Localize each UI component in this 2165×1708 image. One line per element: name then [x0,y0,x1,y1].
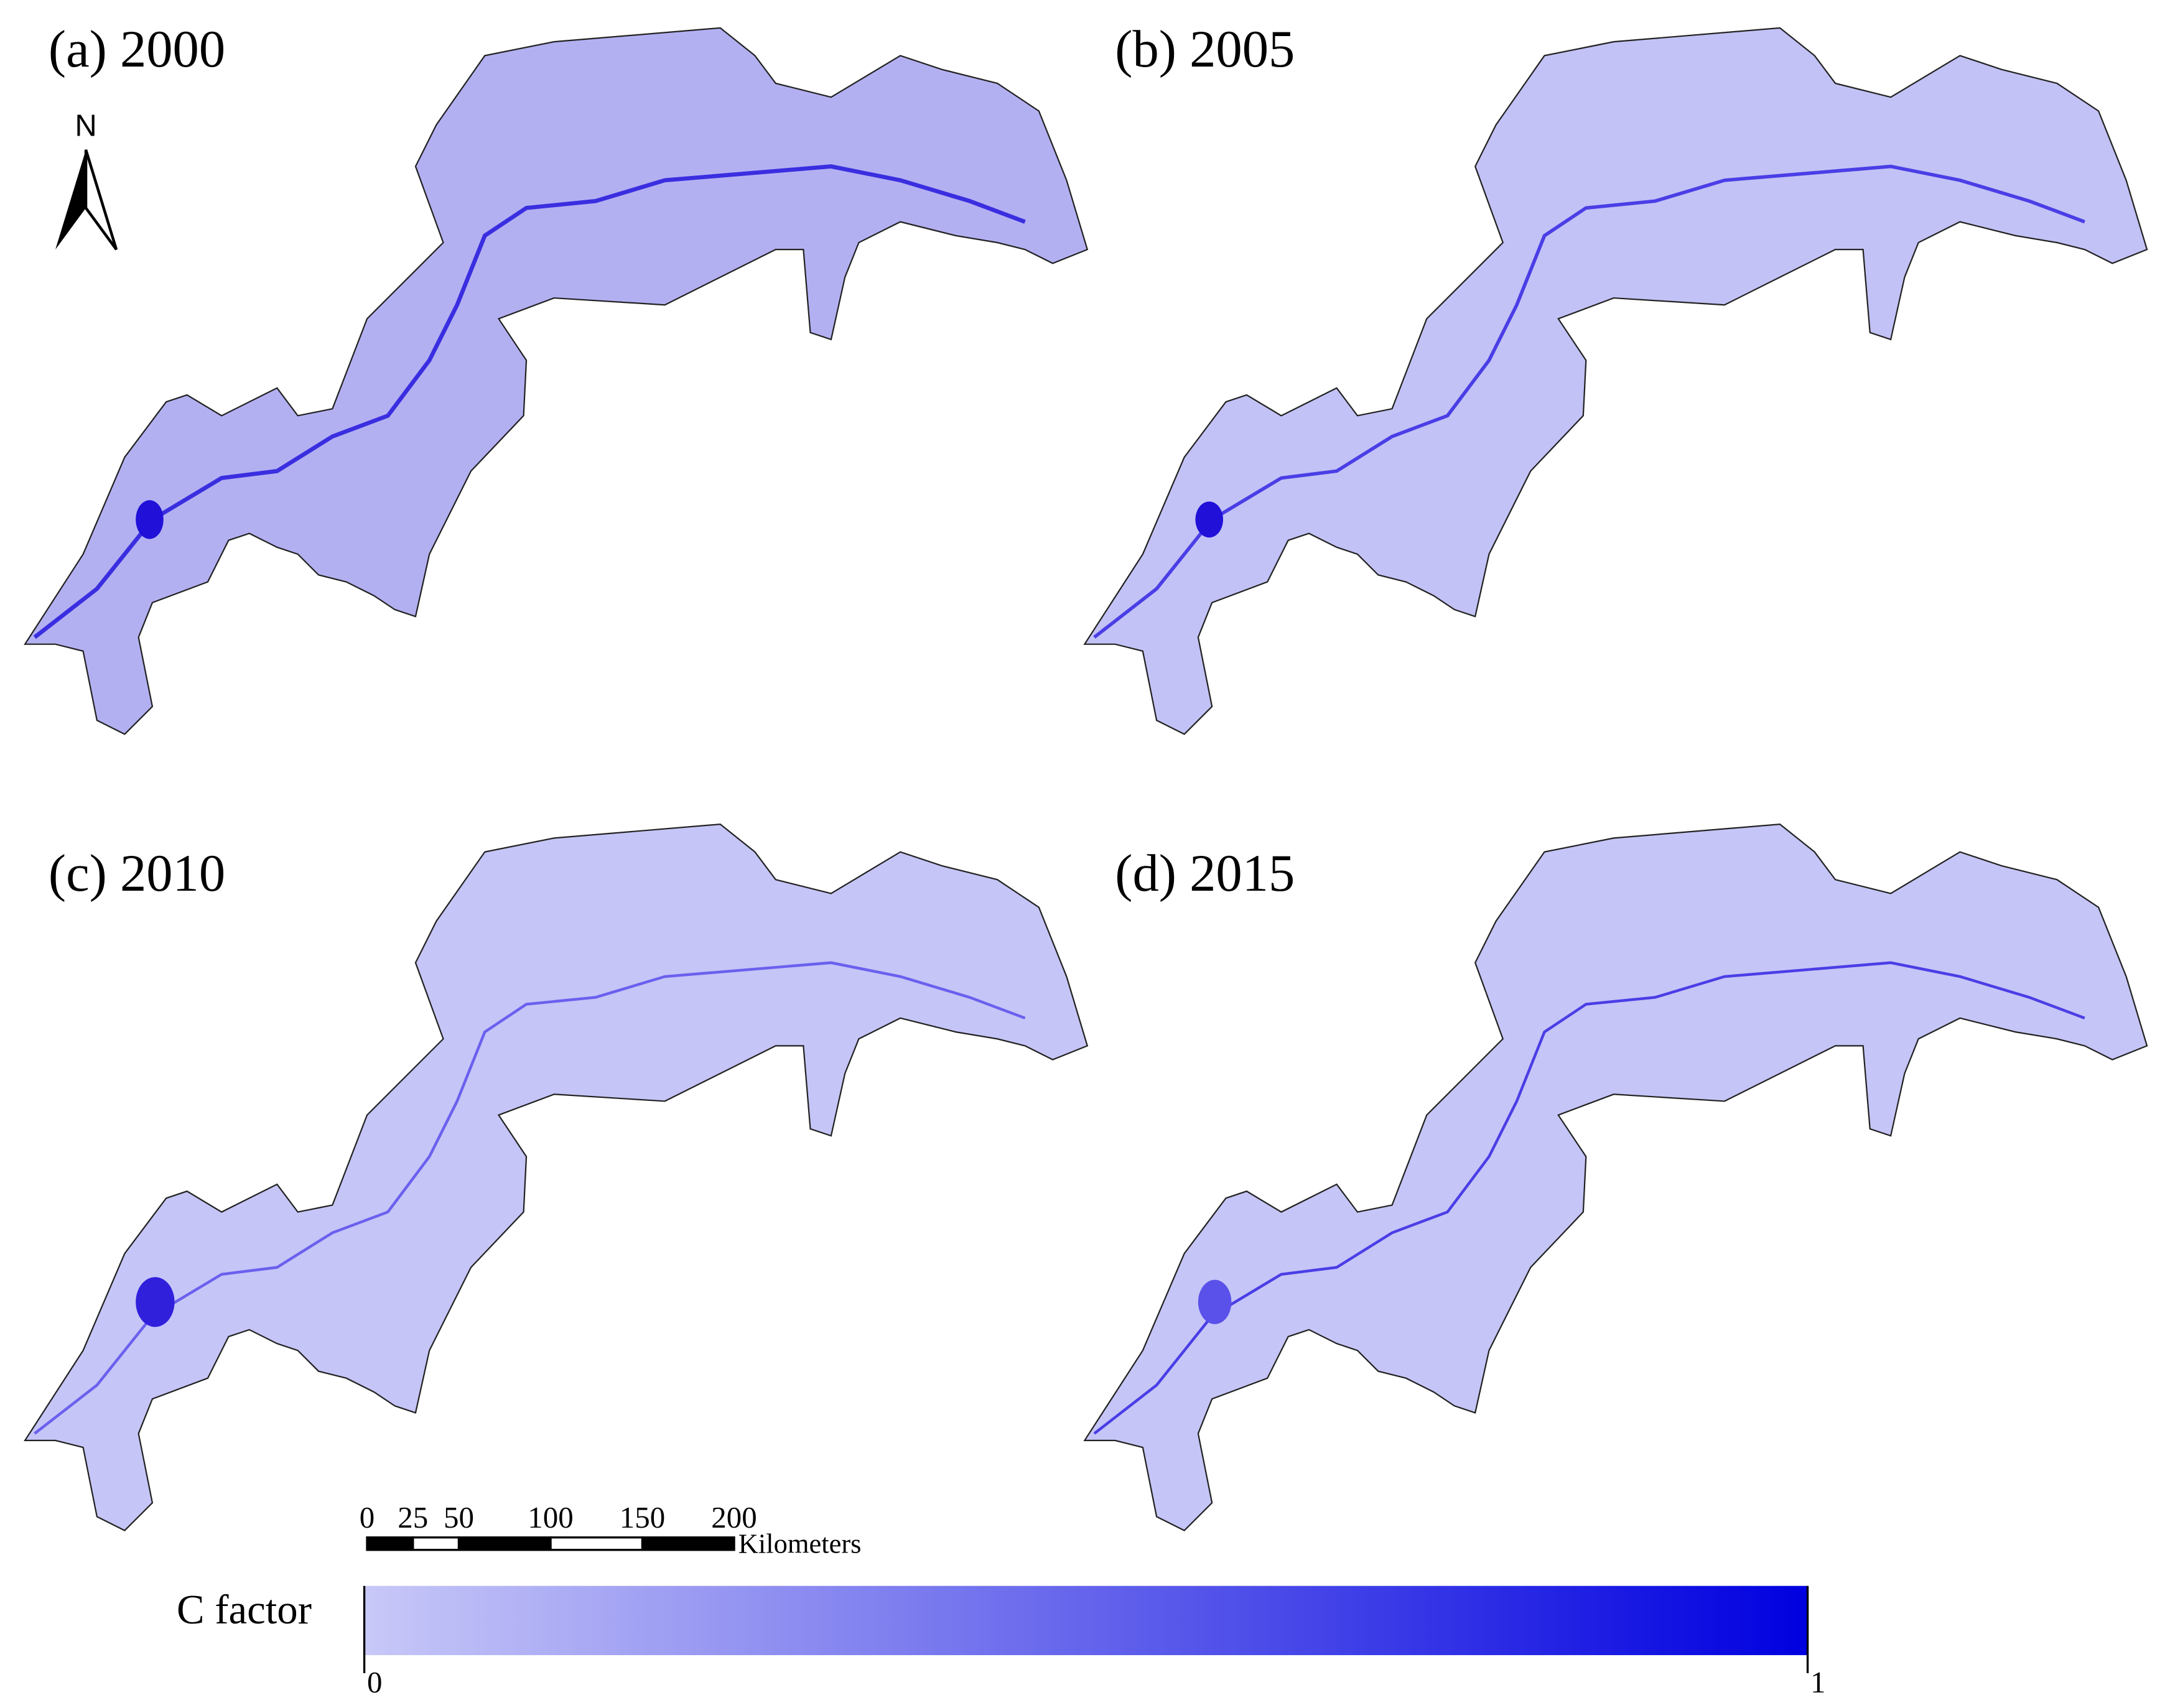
map-panel-b: (b) 2005 [1084,21,2148,735]
scale-segment [549,1536,644,1551]
scale-tick-label: 150 [620,1500,665,1534]
scale-tick-label: 50 [444,1500,474,1534]
scale-tick-label: 200 [711,1500,757,1534]
map-panel-a: (a) 2000 [24,21,1088,735]
map-panel-c: (c) 2010 [24,824,1088,1531]
scale-segment [457,1536,552,1551]
map-panel-d: (d) 2015 [1084,824,2148,1531]
scale-segment [641,1536,735,1551]
colorbar-tick-label: 0 [367,1665,382,1699]
panel-label: (b) 2005 [1115,21,1295,78]
colorbar-tick-label: 1 [1810,1665,1825,1699]
scale-tick-label: 100 [528,1500,573,1534]
panel-label: (d) 2015 [1115,845,1295,903]
scale-unit: Kilometers [738,1528,862,1559]
scale-segment [366,1536,414,1551]
north-label: N [75,109,96,143]
colorbar-title: C factor [177,1587,312,1633]
scale-tick-label: 0 [360,1500,375,1534]
colorbar: C factor 0 1 [177,1585,1826,1699]
panel-label: (a) 2000 [49,21,225,78]
north-arrow: N [55,109,118,251]
scale-segment [412,1536,460,1551]
panel-label: (c) 2010 [49,845,225,903]
colorbar-ramp [364,1585,1808,1656]
scale-tick-label: 25 [398,1500,428,1534]
